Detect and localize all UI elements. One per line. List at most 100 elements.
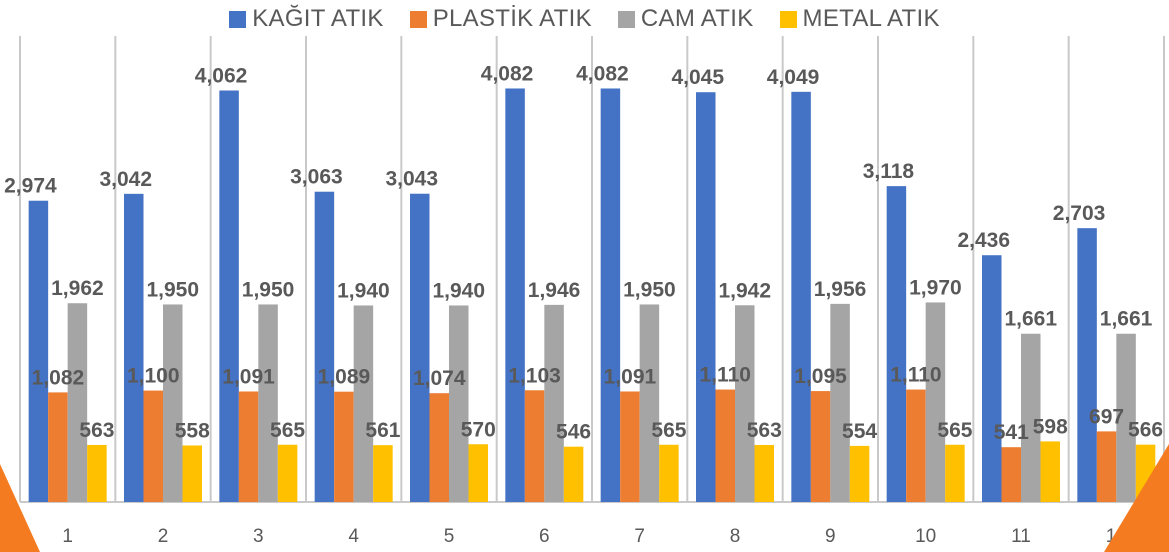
value-label-paper: 4,045: [671, 66, 724, 89]
bars: [28, 88, 1156, 503]
value-label-paper: 2,974: [4, 175, 57, 198]
value-label-glass: 1,950: [623, 278, 676, 301]
bar-metal: [1040, 441, 1060, 502]
value-label-glass: 1,942: [718, 279, 771, 302]
category-label: 6: [539, 526, 550, 547]
value-label-glass: 1,661: [1100, 308, 1153, 331]
legend-label-paper: KAĞIT ATIK: [252, 5, 384, 32]
value-label-plastic: 1,110: [700, 364, 751, 387]
bar-glass: [353, 305, 374, 502]
value-label-plastic: 1,110: [890, 364, 941, 387]
bar-glass: [163, 304, 183, 502]
value-label-metal: 598: [1033, 415, 1068, 438]
value-label-plastic: 1,074: [413, 367, 466, 390]
bar-metal: [277, 444, 298, 502]
bar-metal: [754, 444, 774, 502]
bar-plastic: [1001, 447, 1021, 502]
value-label-plastic: 697: [1089, 405, 1124, 428]
value-label-glass: 1,940: [337, 279, 390, 302]
bar-metal: [373, 445, 393, 502]
bar-plastic: [906, 389, 926, 502]
value-label-paper: 4,082: [481, 62, 534, 85]
value-label-metal: 565: [937, 419, 972, 442]
bar-metal: [659, 444, 679, 502]
value-label-plastic: 1,100: [127, 365, 180, 388]
bar-glass: [735, 305, 755, 502]
category-label: 8: [730, 526, 741, 547]
value-label-metal: 563: [747, 419, 782, 442]
value-label-glass: 1,940: [432, 279, 485, 302]
category-label: 11: [1011, 526, 1031, 547]
corner-triangle-right: [1104, 444, 1169, 552]
bar-glass: [67, 303, 88, 502]
value-label-paper: 4,049: [767, 66, 820, 89]
legend-label-plastic: PLASTİK ATIK: [432, 5, 592, 32]
corner-decoration: [0, 444, 1169, 552]
legend-item-plastic: PLASTİK ATIK: [409, 5, 592, 33]
bar-paper: [505, 88, 525, 503]
value-label-glass: 1,661: [1004, 308, 1057, 331]
value-label-glass: 1,950: [146, 278, 199, 301]
category-label: 1: [62, 526, 73, 547]
category-label: 3: [253, 526, 264, 547]
bar-plastic: [1096, 431, 1117, 502]
value-label-glass: 1,950: [242, 278, 295, 301]
bar-glass: [1116, 333, 1136, 502]
legend-item-metal: METAL ATIK: [779, 5, 940, 33]
value-label-metal: 546: [556, 421, 591, 444]
value-label-paper: 4,082: [576, 62, 629, 85]
bar-metal: [945, 444, 965, 502]
value-label-paper: 4,062: [195, 65, 248, 88]
bar-paper: [28, 200, 49, 502]
value-label-paper: 2,703: [1053, 202, 1106, 225]
bar-plastic: [429, 393, 449, 502]
value-label-metal: 565: [651, 419, 686, 442]
bar-metal: [87, 444, 107, 502]
category-axis: 123456789101112: [62, 526, 1127, 547]
bar-glass: [925, 302, 946, 502]
bar-paper: [696, 92, 716, 503]
bar-glass: [1021, 333, 1041, 502]
value-label-glass: 1,962: [51, 277, 104, 300]
bar-paper: [791, 91, 811, 502]
bar-glass: [830, 303, 850, 502]
value-label-plastic: 1,091: [604, 365, 657, 388]
bar-paper: [600, 88, 621, 503]
legend-swatch-plastic: [409, 10, 427, 28]
bar-metal: [563, 446, 584, 502]
category-label: 5: [444, 526, 455, 547]
bar-paper: [124, 193, 144, 503]
bar-paper: [1077, 228, 1097, 502]
bar-plastic: [48, 392, 68, 502]
bar-paper: [410, 193, 430, 502]
legend-label-metal: METAL ATIK: [802, 5, 940, 32]
value-label-metal: 565: [270, 419, 305, 442]
legend-item-glass: CAM ATIK: [617, 5, 754, 33]
legend: KAĞIT ATIK PLASTİK ATIK CAM ATIK METAL A…: [0, 2, 1169, 36]
legend-label-glass: CAM ATIK: [640, 5, 754, 32]
value-label-metal: 566: [1128, 419, 1163, 442]
legend-swatch-glass: [617, 10, 635, 28]
bar-paper: [982, 255, 1002, 502]
bar-metal: [849, 445, 870, 502]
value-label-glass: 1,970: [909, 276, 962, 299]
bar-plastic: [715, 389, 735, 502]
value-label-paper: 3,043: [385, 168, 438, 191]
category-label: 4: [348, 526, 359, 547]
bar-plastic: [620, 391, 640, 502]
bar-plastic: [524, 390, 545, 502]
value-label-paper: 3,042: [99, 168, 152, 191]
value-labels: 2,974 1,082 1,962 563 3,042 1,100 1,950 558 4,06…: [4, 62, 1163, 444]
bar-glass: [449, 305, 469, 502]
bar-metal: [182, 445, 202, 502]
bar-paper: [219, 90, 239, 502]
legend-swatch-metal: [779, 10, 797, 28]
value-label-metal: 554: [842, 420, 877, 443]
corner-triangle-left: [0, 464, 40, 552]
bar-plastic: [334, 391, 354, 502]
value-label-metal: 561: [365, 419, 400, 442]
bar-plastic: [143, 390, 163, 502]
value-label-plastic: 541: [994, 421, 1029, 444]
value-label-metal: 570: [461, 418, 496, 441]
bar-plastic: [238, 391, 259, 502]
